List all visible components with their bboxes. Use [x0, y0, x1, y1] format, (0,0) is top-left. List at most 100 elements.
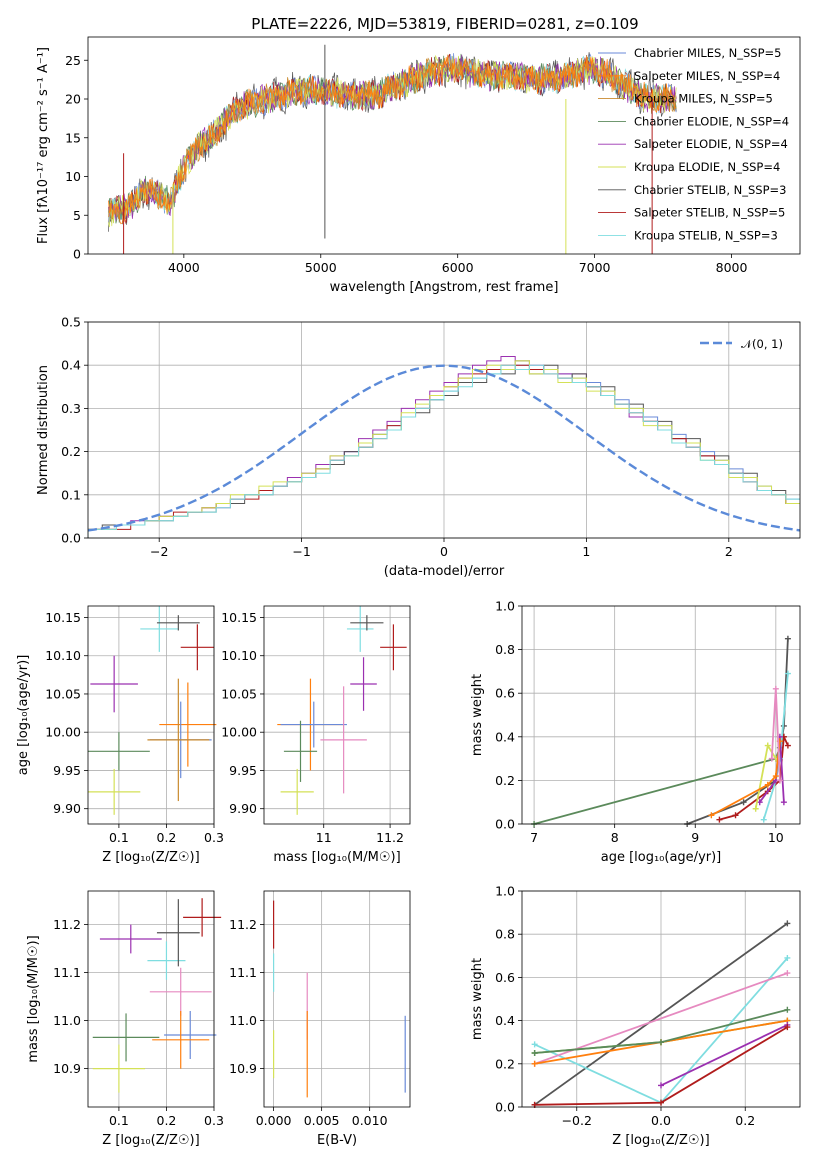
x-tick-label: 4000	[168, 260, 200, 275]
y-tick-label: 20	[65, 92, 81, 107]
weight-point-marker	[658, 1099, 664, 1106]
spectrum-series-line	[108, 54, 677, 225]
y-tick-label: 0.6	[495, 970, 515, 985]
y-tick-label: 10.9	[229, 1061, 257, 1076]
y-axis-label: mass weight	[470, 674, 485, 756]
y-tick-label: 0.2	[495, 1056, 515, 1071]
weight-point-marker	[768, 755, 775, 762]
x-tick-label: 8000	[716, 260, 748, 275]
x-tick-label: 7000	[579, 260, 611, 275]
y-tick-label: 25	[65, 53, 81, 68]
weight-point-marker	[740, 799, 747, 806]
plot-area-weight_vs_Z	[531, 920, 791, 1108]
weight-point-marker	[658, 1082, 664, 1089]
y-tick-label: 1.0	[495, 599, 515, 614]
axes-frame	[87, 605, 215, 825]
x-tick-label: 8	[611, 830, 619, 845]
plot-area-weight_vs_age	[531, 635, 791, 827]
weight-series-line	[534, 922, 788, 1106]
axes-frame	[87, 36, 801, 255]
axes-frame	[521, 890, 801, 1108]
axes-mass_vs_EBV: 0.000 0.005 0.010 10.9 11.0 11.1 11.2 E(B-V)	[229, 890, 411, 1148]
x-axis-label: (data-model)/error	[384, 564, 505, 579]
x-tick-label: 0.2	[157, 1113, 177, 1128]
y-tick-label: 10.10	[221, 648, 257, 663]
x-tick-label: 0.1	[109, 1113, 129, 1128]
y-tick-label: 11.0	[229, 1013, 257, 1028]
y-tick-label: 0.4	[495, 1013, 515, 1028]
weight-point-marker	[784, 635, 791, 642]
weight-point-marker	[531, 1050, 538, 1056]
y-tick-label: 11.2	[53, 917, 81, 932]
legend-label: Salpeter MILES, N_SSP=4	[634, 69, 780, 83]
weight-point-marker	[708, 812, 715, 819]
y-tick-label: 0.8	[495, 927, 515, 942]
x-tick-label: 0.2	[157, 830, 177, 845]
x-axis-label: Z [log₁₀(Z/Z☉)]	[102, 850, 199, 865]
chart-title: PLATE=2226, MJD=53819, FIBERID=0281, z=0…	[251, 15, 638, 33]
weight-point-marker	[784, 970, 791, 977]
weight-point-marker	[531, 1060, 538, 1067]
y-tick-label: 1.0	[495, 884, 515, 899]
axes-age_vs_mass: 11 11.2 9.90 9.95 10.00 10.05 10.10 10.15 mass […	[221, 605, 411, 865]
normal-curve	[88, 364, 800, 532]
x-axis-label: age [log₁₀(age/yr)]	[601, 850, 722, 865]
y-axis-label: Normed distribution	[36, 365, 51, 495]
legend: Chabrier MILES, N_SSP=5 Salpeter MILES, N…	[598, 46, 789, 242]
axes-age_vs_Z: 0.1 0.2 0.3 9.90 9.95 10.00 10.05 10.10 10.15 Z […	[16, 605, 224, 865]
weight-point-marker	[531, 1041, 538, 1048]
x-tick-label: 6000	[442, 260, 474, 275]
weight-point-marker	[784, 670, 791, 677]
spectrum-lines	[108, 44, 677, 254]
weight-series-line	[710, 741, 781, 817]
y-tick-label: 0.1	[61, 487, 81, 502]
y-tick-label: 10.15	[45, 610, 81, 625]
y-tick-label: 0.5	[61, 315, 81, 330]
legend-label: Kroupa STELIB, N_SSP=3	[634, 228, 778, 242]
plot-area-age_vs_mass	[277, 606, 407, 815]
weight-point-marker	[784, 742, 791, 749]
y-tick-label: 10.10	[45, 648, 81, 663]
y-tick-label: 0.3	[61, 401, 81, 416]
x-tick-label: 11.2	[376, 830, 404, 845]
y-tick-label: 10.15	[221, 610, 257, 625]
weight-point-marker	[772, 773, 779, 780]
y-tick-label: 0.2	[495, 773, 515, 788]
x-axis-label: E(B-V)	[317, 1133, 357, 1148]
legend-label: 𝒩(0, 1)	[741, 337, 783, 351]
y-tick-label: 9.95	[53, 763, 81, 778]
x-tick-label: 0.000	[256, 1113, 292, 1128]
weight-series-line	[660, 1024, 788, 1087]
x-tick-label: −2	[150, 544, 168, 559]
y-tick-label: 10.05	[221, 686, 257, 701]
x-tick-label: 2	[725, 544, 733, 559]
axes-weight_vs_Z: −0.2 0.0 0.2 0.0 0.2 0.4 0.6 0.8 1.0 Z [log₁₀(Z/Z…	[470, 884, 801, 1148]
y-axis-label: mass [log₁₀(M/M☉)]	[26, 935, 41, 1062]
y-tick-label: 0	[73, 247, 81, 262]
axes-frame	[263, 605, 411, 825]
weight-point-marker	[760, 816, 767, 823]
x-tick-label: 9	[691, 830, 699, 845]
y-tick-label: 10.9	[53, 1061, 81, 1076]
weight-point-marker	[732, 812, 739, 819]
weight-point-marker	[780, 799, 787, 806]
y-tick-label: 10.00	[45, 725, 81, 740]
hist-series-step	[88, 364, 800, 538]
x-tick-label: 0	[440, 544, 448, 559]
y-tick-label: 10.00	[221, 725, 257, 740]
legend-label: Chabrier ELODIE, N_SSP=4	[634, 114, 789, 128]
legend-label: Salpeter STELIB, N_SSP=5	[634, 206, 785, 220]
y-tick-label: 0.4	[495, 729, 515, 744]
y-tick-label: 11.1	[229, 965, 257, 980]
y-tick-label: 0.6	[495, 686, 515, 701]
y-tick-label: 0.8	[495, 642, 515, 657]
axes-frame	[263, 890, 411, 1108]
weight-point-marker	[784, 954, 791, 961]
x-tick-label: 5000	[305, 260, 337, 275]
y-axis-label: age [log₁₀(age/yr)]	[16, 655, 31, 776]
legend-label: Kroupa ELODIE, N_SSP=4	[634, 160, 780, 174]
y-tick-label: 11.2	[229, 917, 257, 932]
weight-point-marker	[772, 685, 779, 692]
plot-area-age_vs_Z	[88, 606, 217, 815]
